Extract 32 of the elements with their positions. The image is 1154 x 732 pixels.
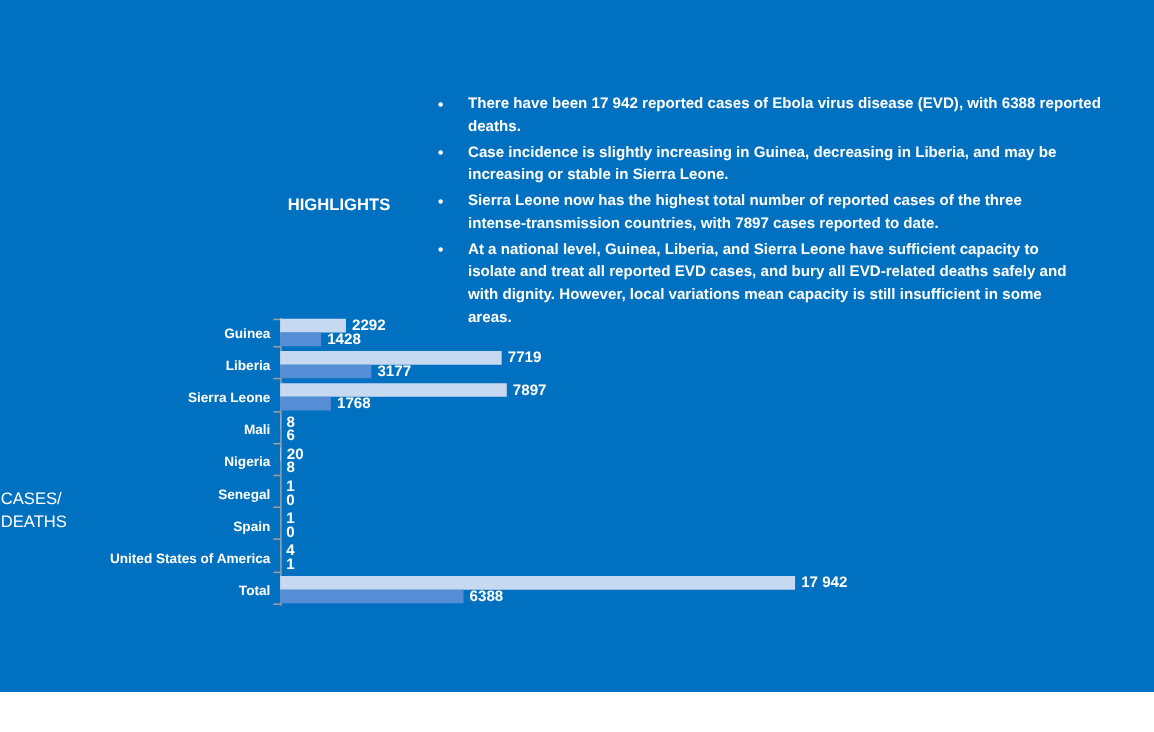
text: • Case incidence is slightly increasing in Guinea, decreasing in Liberia, and may be increasing or stable in Sierra Leone. [437,142,1057,184]
data-label: 6388 [469,587,504,606]
data-label: 1428 [327,329,361,348]
text: HIGHLIGHTS [287,193,392,214]
data-label: 8 [286,412,295,431]
data-label: 6 [286,426,295,445]
data-label: 7897 [512,380,547,399]
bar [280,350,502,365]
data-label: 8 [286,458,295,477]
bar [280,396,331,411]
data-label: 3177 [377,362,412,381]
bar [280,332,322,347]
data-label: 0 [286,522,295,541]
bar [280,589,464,604]
data-label: 0 [286,490,295,509]
bar [280,364,372,379]
data-label: 4 [286,541,297,560]
data-label: 1 [286,554,295,573]
text: • At a national level, Guinea, Liberia, and Sierra Leone have sufficient capacity to isolate and treat all reported EVD cases, and bury all EVD-related deaths safely and with dignity. However, local variations mean capacity is still insufficient in some areas. [437,239,1067,326]
data-label: 20 [286,444,304,463]
text: • There have been 17 942 reported cases of Ebola virus disease (EVD), with 6388 reported deaths. [437,93,1101,135]
data-label: 2292 [352,316,386,335]
data-label: 1 [286,509,295,528]
text: • Sierra Leone now has the highest total number of reported cases of the three intense-transmission countries, with 7897 cases reported to date. [437,190,1022,232]
data-label: 1768 [336,394,371,413]
bar [280,576,796,590]
bar [280,383,507,397]
data-label: 1 [286,476,295,495]
bar [280,318,346,333]
data-label: 17 942 [801,573,848,592]
data-label: 7719 [507,348,542,367]
y-axis-title: CASES/ DEATHS [0,488,68,531]
